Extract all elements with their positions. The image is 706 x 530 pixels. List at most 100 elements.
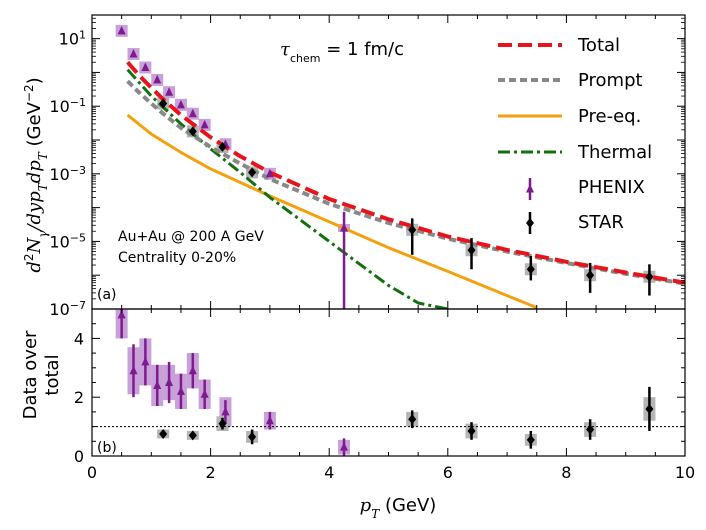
ratio-y-tick-label: 4 — [74, 329, 84, 348]
legend-star-diamond — [526, 218, 534, 228]
ylabel-t2: T — [36, 151, 50, 160]
legend-label-preeq: Pre-eq. — [578, 106, 641, 127]
phenix-point-a — [340, 222, 349, 232]
phenix-point-a — [117, 25, 126, 35]
ylabel-sup: 2 — [22, 253, 36, 261]
legend: Total Prompt Pre-eq. Thermal PHENIX STAR — [498, 35, 652, 234]
star-point-b — [467, 426, 476, 437]
data-points-b — [117, 309, 654, 456]
phenix-point-a — [176, 99, 185, 109]
panel-a-label: (a) — [97, 287, 117, 303]
y-tick-base: 10 — [59, 30, 79, 49]
legend-marker-phenix — [526, 178, 534, 200]
system-annotation: Au+Au @ 200 A GeV — [118, 229, 264, 245]
xlabel-t: T — [371, 507, 380, 521]
tau-symbol: τ — [280, 39, 291, 60]
xlabel-p: p — [360, 495, 372, 516]
legend-label-total: Total — [577, 35, 620, 56]
star-point-b — [645, 403, 654, 414]
tau-chem-annotation: τchem = 1 fm/c — [280, 39, 404, 65]
star-point-a — [218, 142, 227, 153]
legend-label-thermal: Thermal — [577, 142, 652, 163]
ylabel-unit: (GeV — [24, 101, 45, 152]
y-tick-base: 10 — [49, 232, 69, 251]
x-tick-label: 8 — [561, 463, 571, 482]
y-tick-label: 101 — [59, 28, 86, 49]
star-point-a — [159, 98, 168, 109]
tau-subscript: chem — [290, 52, 321, 65]
xlabel-unit: (GeV) — [379, 495, 436, 516]
y-tick-exp: −7 — [70, 299, 86, 312]
y-tick-label: 10−3 — [49, 163, 86, 184]
phenix-point-b — [200, 389, 209, 398]
ylabel-t1: T — [36, 182, 50, 191]
ratio-y-tick-label: 0 — [74, 447, 84, 466]
y-tick-base: 10 — [49, 165, 69, 184]
phenix-point-a — [141, 62, 150, 71]
star-point-a — [248, 167, 257, 178]
y-tick-label: 10−5 — [49, 231, 86, 252]
ylabel-gamma: γ — [36, 230, 50, 238]
x-tick-label: 0 — [87, 463, 97, 482]
spectrum-x-ticks — [91, 15, 686, 309]
ylabel-d: d — [24, 261, 45, 273]
star-point-b — [408, 414, 417, 425]
star-point-a — [467, 245, 476, 256]
phenix-point-b — [176, 386, 185, 395]
y-tick-base: 10 — [49, 97, 69, 116]
panel-b-label: (b) — [97, 440, 117, 456]
legend-label-prompt: Prompt — [578, 70, 643, 91]
ylabel-unit-sup: −2 — [22, 84, 36, 102]
x-tick-label: 10 — [675, 463, 695, 482]
star-point-b — [218, 418, 227, 429]
y-tick-exp: 1 — [79, 28, 86, 41]
legend-marker-star — [526, 212, 534, 234]
phenix-point-b — [340, 442, 349, 451]
y-tick-exp: −3 — [70, 163, 86, 176]
tau-value: = 1 fm/c — [320, 39, 404, 60]
star-point-a — [526, 264, 535, 275]
centrality-annotation: Centrality 0-20% — [118, 250, 236, 266]
y-tick-label: 10−7 — [49, 299, 86, 320]
ratio-y-label-line2: total — [42, 354, 63, 395]
legend-label-phenix: PHENIX — [578, 177, 645, 198]
y-tick-exp: −5 — [70, 231, 86, 244]
spectrum-y-axis-label: d2Nγ/dypTdpT (GeV−2) — [22, 77, 50, 272]
y-tick-exp: −1 — [70, 96, 86, 109]
star-point-b — [159, 428, 168, 439]
star-point-b — [248, 431, 257, 442]
phenix-point-b — [129, 365, 138, 375]
x-axis-label: pT (GeV) — [360, 495, 437, 521]
ylabel-n: N — [24, 236, 45, 254]
star-point-b — [586, 424, 595, 435]
ylabel-dyp: /dyp — [24, 191, 45, 233]
curve-thermal — [126, 68, 449, 309]
phenix-point-a — [153, 74, 162, 84]
phenix-point-a — [188, 108, 197, 118]
star-point-a — [586, 270, 595, 281]
legend-label-star: STAR — [578, 212, 624, 233]
ylabel-dp: dp — [24, 160, 45, 184]
phenix-point-b — [153, 380, 162, 389]
star-point-b — [526, 434, 535, 445]
phenix-point-b — [165, 377, 174, 386]
x-tick-label: 6 — [443, 463, 453, 482]
phenix-point-b — [117, 309, 126, 319]
phenix-point-b — [221, 406, 230, 416]
ratio-y-tick-label: 2 — [74, 388, 84, 407]
data-points-a — [117, 25, 654, 309]
x-tick-label: 4 — [324, 463, 334, 482]
x-tick-label: 2 — [206, 463, 216, 482]
legend-phenix-triangle — [526, 184, 534, 193]
phenix-point-a — [265, 168, 274, 178]
y-tick-label: 10−1 — [49, 96, 86, 117]
phenix-point-b — [265, 415, 274, 425]
ratio-panel: 0 2 4 0 2 4 6 8 10 Data over total (b) pT (GeV) — [20, 308, 695, 521]
phenix-point-a — [129, 49, 138, 58]
star-point-b — [188, 430, 197, 441]
systematic-boxes-b — [115, 309, 656, 455]
phenix-point-a — [200, 119, 209, 129]
